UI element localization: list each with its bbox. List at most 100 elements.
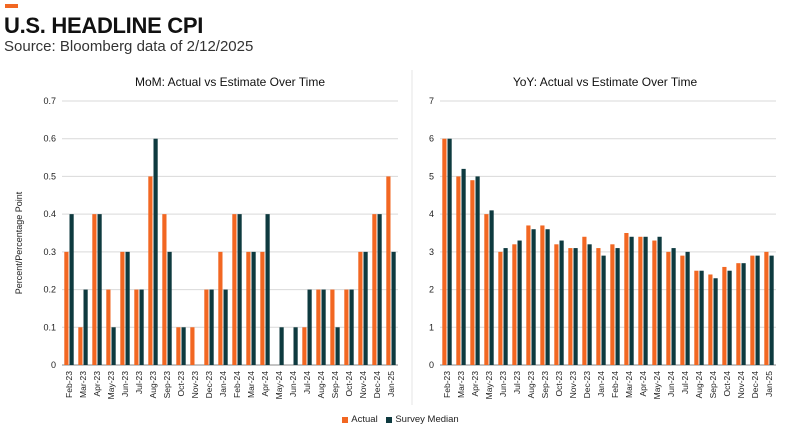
mom-x-tick-label: Oct-23 bbox=[176, 371, 186, 397]
mom-bar-survey bbox=[391, 251, 396, 365]
yoy-x-tick-label: Aug-23 bbox=[526, 371, 536, 399]
mom-bar-survey bbox=[223, 289, 228, 365]
yoy-bar-actual bbox=[736, 263, 741, 365]
mom-x-tick-label: Sep-23 bbox=[162, 371, 172, 399]
yoy-x-tick-label: May-23 bbox=[484, 371, 494, 400]
mom-bar-survey bbox=[321, 289, 326, 365]
mom-x-tick-label: Aug-24 bbox=[316, 371, 326, 399]
legend-survey-label: Survey Median bbox=[395, 414, 459, 425]
yoy-bar-survey bbox=[503, 248, 508, 365]
mom-bar-actual bbox=[162, 214, 167, 365]
brand-accent-bar bbox=[5, 4, 18, 8]
yoy-bar-actual bbox=[512, 244, 517, 365]
mom-x-tick-label: Jun-23 bbox=[120, 371, 130, 397]
yoy-bar-survey bbox=[615, 248, 620, 365]
mom-y-tick-label: 0.3 bbox=[43, 247, 56, 257]
mom-y-tick-label: 0.7 bbox=[43, 96, 56, 106]
mom-bar-actual bbox=[148, 176, 153, 365]
yoy-x-tick-label: Feb-24 bbox=[610, 371, 620, 398]
mom-x-tick-label: Jan-25 bbox=[386, 371, 396, 397]
mom-bar-survey bbox=[279, 327, 284, 365]
yoy-bar-survey bbox=[461, 168, 466, 365]
yoy-bar-survey bbox=[475, 176, 480, 365]
mom-bar-survey bbox=[349, 289, 354, 365]
mom-bar-actual bbox=[218, 251, 223, 365]
mom-x-tick-label: Apr-24 bbox=[260, 371, 270, 397]
yoy-bar-actual bbox=[498, 251, 503, 365]
mom-bar-survey bbox=[69, 214, 74, 365]
mom-x-tick-label: May-23 bbox=[106, 371, 116, 400]
yoy-chart-title: YoY: Actual vs Estimate Over Time bbox=[512, 75, 698, 89]
mom-y-tick-label: 0.1 bbox=[43, 322, 56, 332]
yoy-x-tick-label: Jun-23 bbox=[498, 371, 508, 397]
mom-bar-actual bbox=[358, 251, 363, 365]
yoy-bar-survey bbox=[629, 236, 634, 365]
mom-bar-survey bbox=[265, 214, 270, 365]
mom-bar-actual bbox=[372, 214, 377, 365]
yoy-x-tick-label: Feb-23 bbox=[442, 371, 452, 398]
yoy-x-tick-label: Apr-23 bbox=[470, 371, 480, 397]
mom-bar-survey bbox=[97, 214, 102, 365]
mom-bar-survey bbox=[363, 251, 368, 365]
mom-x-tick-label: Jul-23 bbox=[134, 371, 144, 394]
yoy-x-tick-label: Sep-23 bbox=[540, 371, 550, 399]
yoy-bar-actual bbox=[638, 236, 643, 365]
yoy-bar-survey bbox=[643, 236, 648, 365]
yoy-x-tick-label: Jun-24 bbox=[666, 371, 676, 397]
mom-x-tick-label: Feb-24 bbox=[232, 371, 242, 398]
yoy-x-tick-label: Nov-23 bbox=[568, 371, 578, 399]
mom-bar-actual bbox=[232, 214, 237, 365]
yoy-y-tick-label: 4 bbox=[429, 209, 434, 219]
mom-x-tick-label: Mar-23 bbox=[78, 371, 88, 398]
yoy-bar-survey bbox=[545, 229, 550, 365]
yoy-x-tick-label: Nov-24 bbox=[736, 371, 746, 399]
mom-x-tick-label: Dec-23 bbox=[204, 371, 214, 399]
yoy-bar-actual bbox=[652, 240, 657, 365]
mom-x-tick-label: Oct-24 bbox=[344, 371, 354, 397]
yoy-bar-actual bbox=[540, 225, 545, 365]
yoy-x-tick-label: Jan-24 bbox=[596, 371, 606, 397]
yoy-bar-survey bbox=[727, 270, 732, 365]
mom-bar-survey bbox=[111, 327, 116, 365]
yoy-y-tick-label: 2 bbox=[429, 285, 434, 295]
mom-y-tick-label: 0 bbox=[51, 360, 56, 370]
yoy-bar-actual bbox=[722, 266, 727, 365]
page-title: U.S. HEADLINE CPI bbox=[4, 13, 204, 38]
mom-x-tick-label: Jun-24 bbox=[288, 371, 298, 397]
yoy-bar-actual bbox=[568, 248, 573, 365]
yoy-bar-actual bbox=[750, 255, 755, 365]
yoy-bar-survey bbox=[685, 251, 690, 365]
mom-x-tick-label: May-24 bbox=[274, 371, 284, 400]
legend-survey: Survey Median bbox=[386, 414, 459, 425]
mom-x-tick-label: Jan-24 bbox=[218, 371, 228, 397]
mom-x-tick-label: Mar-24 bbox=[246, 371, 256, 398]
mom-bar-actual bbox=[316, 289, 321, 365]
yoy-bar-survey bbox=[741, 263, 746, 365]
mom-y-tick-label: 0.6 bbox=[43, 134, 56, 144]
yoy-bar-survey bbox=[769, 255, 774, 365]
yoy-x-tick-label: Oct-24 bbox=[722, 371, 732, 397]
mom-y-tick-label: 0.2 bbox=[43, 285, 56, 295]
yoy-x-tick-label: Jan-25 bbox=[764, 371, 774, 397]
mom-x-tick-label: Aug-23 bbox=[148, 371, 158, 399]
mom-bar-survey bbox=[167, 251, 172, 365]
legend-actual: Actual bbox=[342, 414, 378, 425]
mom-x-tick-label: Nov-23 bbox=[190, 371, 200, 399]
yoy-bar-survey bbox=[587, 244, 592, 365]
yoy-bar-survey bbox=[573, 248, 578, 365]
yoy-bar-survey bbox=[699, 270, 704, 365]
mom-bar-survey bbox=[335, 327, 340, 365]
yoy-x-tick-label: Mar-23 bbox=[456, 371, 466, 398]
yoy-x-tick-label: Jul-23 bbox=[512, 371, 522, 394]
mom-bar-actual bbox=[260, 251, 265, 365]
yoy-bar-actual bbox=[470, 180, 475, 365]
mom-bar-actual bbox=[302, 327, 307, 365]
yoy-bar-actual bbox=[554, 244, 559, 365]
mom-x-tick-label: Dec-24 bbox=[372, 371, 382, 399]
yoy-x-tick-label: Dec-23 bbox=[582, 371, 592, 399]
mom-bar-actual bbox=[134, 289, 139, 365]
yoy-bar-actual bbox=[764, 251, 769, 365]
yoy-bar-survey bbox=[713, 278, 718, 365]
legend-actual-swatch bbox=[342, 416, 349, 423]
mom-bar-actual bbox=[330, 289, 335, 365]
